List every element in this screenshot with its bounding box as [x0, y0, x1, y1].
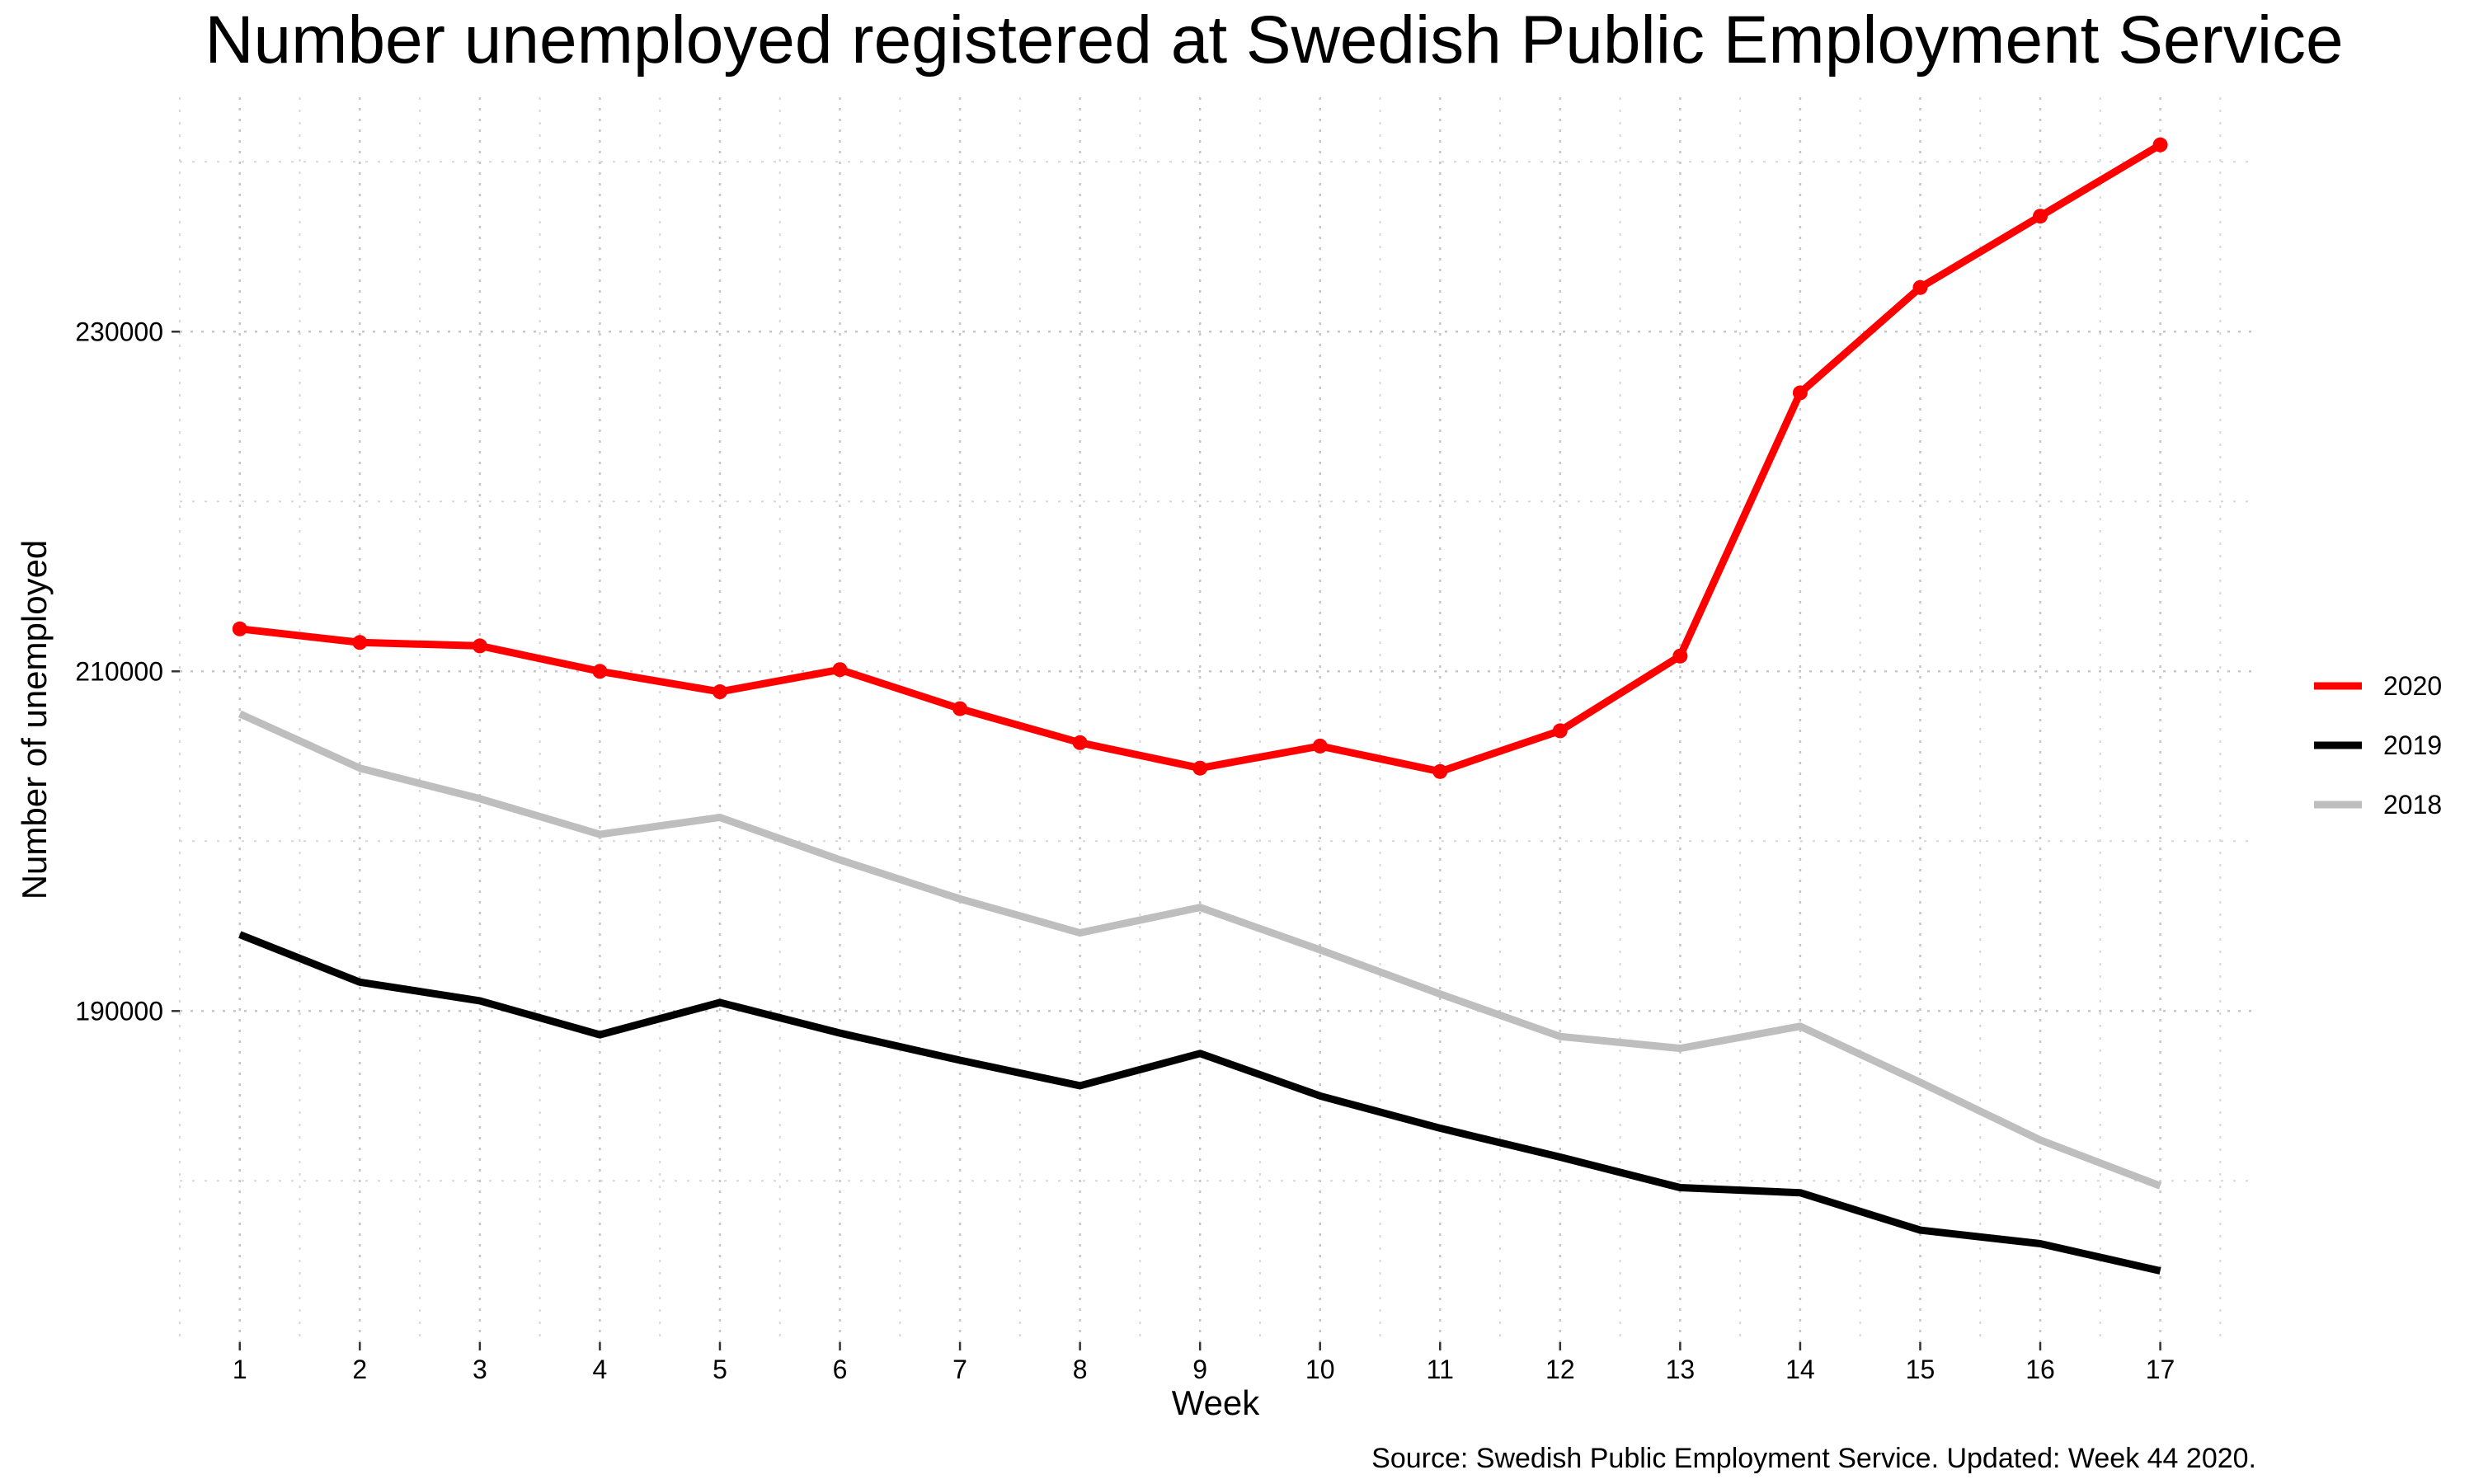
legend-item-2020: 2020: [2314, 671, 2442, 701]
data-point-2020: [832, 662, 848, 678]
data-point-2020: [1072, 735, 1088, 750]
series-line-2018: [238, 710, 2162, 1190]
y-tick-label: 210000: [75, 656, 163, 686]
data-point-2020: [712, 684, 727, 700]
data-point-2020: [592, 664, 608, 679]
x-tick-label: 15: [1906, 1355, 1935, 1384]
y-axis-ticks: 190000 210000 230000: [75, 317, 180, 1026]
x-axis-ticks: 1 2 3 4 5 6 7 8 9 10 11 12 13 14 15 16 17: [233, 1342, 2175, 1384]
legend-item-2018: 2018: [2314, 790, 2442, 819]
legend-label: 2019: [2383, 730, 2442, 760]
data-point-2020: [472, 638, 487, 654]
x-tick-label: 4: [593, 1355, 608, 1384]
y-axis-title: Number of unemployed: [15, 540, 54, 900]
series-2019: [238, 931, 2161, 1275]
series-2018: [238, 710, 2162, 1190]
x-axis-title: Week: [1172, 1383, 1261, 1422]
source-caption: Source: Swedish Public Employment Servic…: [1371, 1443, 2256, 1474]
data-point-2020: [952, 701, 968, 716]
x-tick-label: 9: [1192, 1355, 1207, 1384]
x-tick-label: 7: [952, 1355, 967, 1384]
data-point-2020: [1792, 385, 1808, 401]
y-tick-label: 230000: [75, 317, 163, 346]
data-point-2020: [1672, 648, 1688, 664]
x-tick-label: 16: [2025, 1355, 2055, 1384]
series-2020: [232, 137, 2168, 779]
x-tick-label: 1: [233, 1355, 247, 1384]
x-tick-label: 17: [2146, 1355, 2175, 1384]
legend: 2020 2019 2018: [2314, 671, 2442, 819]
data-point-2020: [1192, 760, 1208, 776]
legend-item-2019: 2019: [2314, 730, 2442, 760]
x-tick-label: 8: [1073, 1355, 1088, 1384]
x-tick-label: 12: [1545, 1355, 1575, 1384]
x-tick-label: 10: [1305, 1355, 1335, 1384]
x-tick-label: 14: [1785, 1355, 1815, 1384]
data-point-2020: [1432, 763, 1448, 779]
grid: [179, 97, 2256, 1342]
data-point-2020: [232, 621, 247, 636]
y-tick-label: 190000: [75, 996, 163, 1026]
series-lines: [232, 137, 2168, 1275]
series-line-2019: [238, 931, 2161, 1275]
chart-title: Number unemployed registered at Swedish …: [205, 2, 2343, 77]
data-point-2020: [352, 635, 368, 650]
data-point-2020: [1552, 723, 1568, 739]
x-tick-label: 13: [1666, 1355, 1696, 1384]
x-tick-label: 3: [473, 1355, 487, 1384]
data-point-2020: [2033, 209, 2048, 224]
x-tick-label: 6: [833, 1355, 848, 1384]
data-point-2020: [1912, 279, 1928, 295]
x-tick-label: 11: [1427, 1355, 1454, 1384]
legend-label: 2018: [2383, 790, 2442, 819]
legend-label: 2020: [2383, 671, 2442, 701]
x-tick-label: 2: [352, 1355, 367, 1384]
x-tick-label: 5: [713, 1355, 727, 1384]
data-point-2020: [2152, 137, 2168, 153]
data-point-2020: [1312, 738, 1328, 754]
